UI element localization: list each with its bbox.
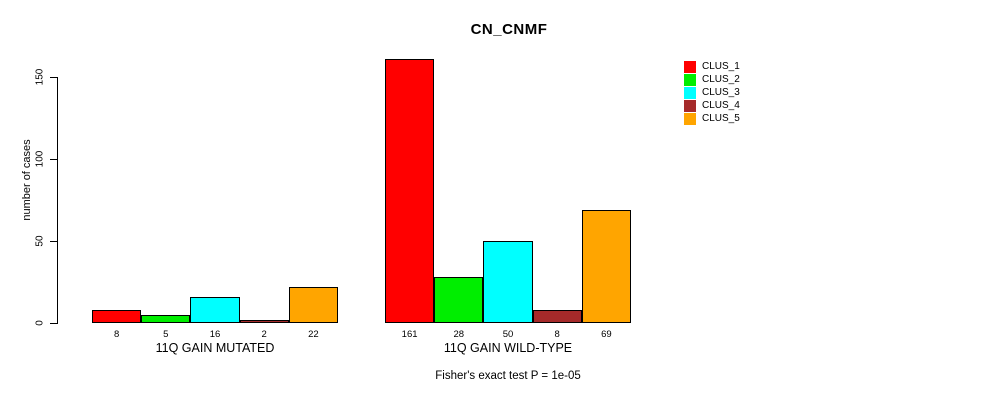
bar-value-label: 8 xyxy=(113,329,120,340)
bar-clus_5-mutated xyxy=(289,287,338,323)
y-tick xyxy=(50,158,58,160)
legend-swatch-clus_2 xyxy=(684,73,696,86)
bar-value-label: 161 xyxy=(401,329,418,340)
legend-swatch-clus_3 xyxy=(684,86,696,99)
chart-title: CN_CNMF xyxy=(470,21,548,38)
legend-label: CLUS_3 xyxy=(702,87,740,98)
legend-row: CLUS_2 xyxy=(684,73,740,86)
bar-clus_5-wildtype xyxy=(582,210,631,323)
legend-swatch-clus_5 xyxy=(684,112,696,125)
bar-value-label: 22 xyxy=(308,329,319,340)
bar-clus_2-mutated xyxy=(141,315,190,323)
legend-row: CLUS_4 xyxy=(684,99,740,112)
y-tick-label: 0 xyxy=(34,320,46,326)
group-label-mutated: 11Q GAIN MUTATED xyxy=(155,341,275,355)
y-tick xyxy=(50,240,58,242)
y-axis-label: number of cases xyxy=(21,139,33,221)
legend-row: CLUS_5 xyxy=(684,112,740,125)
bar-value-label: 8 xyxy=(554,329,560,340)
bar-clus_1-wildtype xyxy=(385,59,434,323)
bar-value-label: 2 xyxy=(261,329,267,340)
bar-value-label: 16 xyxy=(209,329,221,340)
bar-clus_4-mutated xyxy=(240,320,289,323)
bar-value-label: 69 xyxy=(601,329,612,340)
legend-swatch-clus_1 xyxy=(684,60,696,73)
bar-clus_2-wildtype xyxy=(434,277,483,323)
legend: CLUS_1 CLUS_2 CLUS_3 CLUS_4 CLUS_5 xyxy=(684,60,740,125)
legend-label: CLUS_2 xyxy=(702,74,740,85)
bar-value-label: 5 xyxy=(163,329,169,340)
y-tick-label: 50 xyxy=(34,235,46,247)
legend-row: CLUS_3 xyxy=(684,86,740,99)
legend-label: CLUS_1 xyxy=(702,61,740,72)
y-tick-label: 100 xyxy=(34,150,46,168)
legend-row: CLUS_1 xyxy=(684,60,740,73)
y-tick xyxy=(50,76,58,78)
y-axis-line xyxy=(57,77,58,324)
bar-clus_1-mutated xyxy=(92,310,141,323)
bar-value-label: 28 xyxy=(453,329,465,340)
legend-label: CLUS_4 xyxy=(702,100,740,111)
bar-clus_3-wildtype xyxy=(483,241,533,323)
group-label-wildtype: 11Q GAIN WILD-TYPE xyxy=(443,341,573,355)
fisher-test-annotation: Fisher's exact test P = 1e-05 xyxy=(435,370,581,382)
legend-swatch-clus_4 xyxy=(684,99,696,112)
bar-clus_3-mutated xyxy=(190,297,240,323)
bar-value-label: 50 xyxy=(502,329,514,340)
y-tick-label: 150 xyxy=(34,68,46,86)
legend-label: CLUS_5 xyxy=(702,113,740,124)
y-tick xyxy=(50,322,58,324)
bar-clus_4-wildtype xyxy=(533,310,582,323)
